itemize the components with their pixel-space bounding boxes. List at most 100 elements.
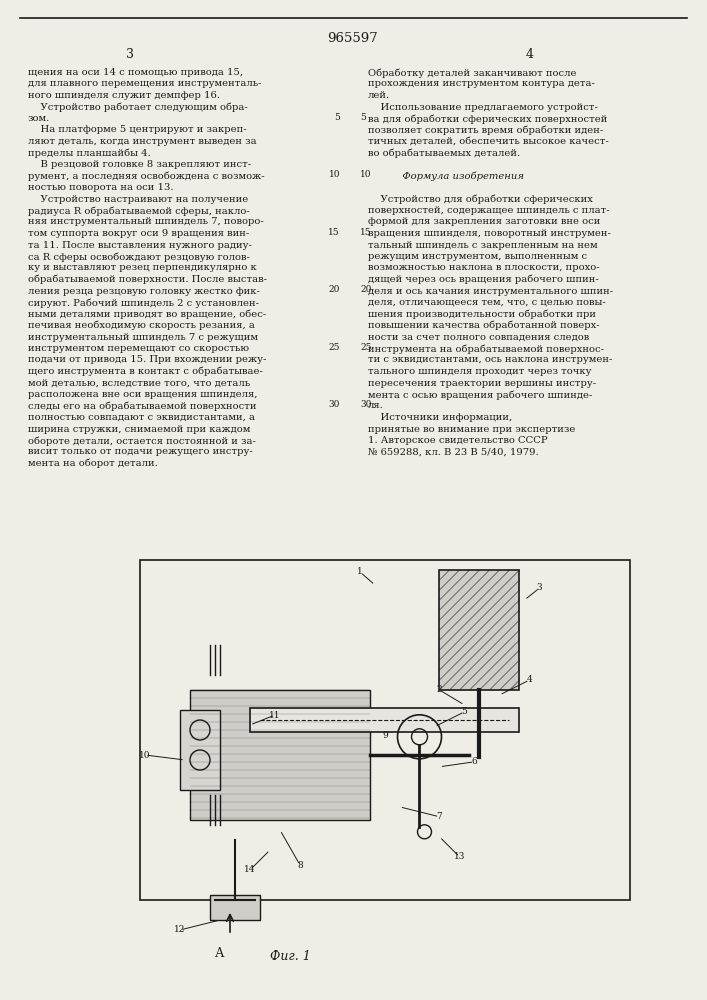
Text: следы его на обрабатываемой поверхности: следы его на обрабатываемой поверхности [28, 401, 257, 411]
Bar [250, 708, 520, 732]
Text: Устройство работает следующим обра-: Устройство работает следующим обра- [28, 103, 247, 112]
Text: ляют деталь, когда инструмент выведен за: ляют деталь, когда инструмент выведен за [28, 137, 257, 146]
Text: 20: 20 [360, 285, 371, 294]
Text: мента с осью вращения рабочего шпинде-: мента с осью вращения рабочего шпинде- [368, 390, 592, 399]
Text: деля и ось качания инструментального шпин-: деля и ось качания инструментального шпи… [368, 286, 613, 296]
Text: Источники информации,: Источники информации, [368, 413, 513, 422]
Text: инструментом перемещают со скоростью: инструментом перемещают со скоростью [28, 344, 249, 353]
Text: щего инструмента в контакт с обрабатывае-: щего инструмента в контакт с обрабатывае… [28, 367, 263, 376]
Text: 5: 5 [462, 707, 467, 716]
Bar [440, 570, 520, 690]
Text: 4: 4 [527, 676, 532, 684]
Text: ления резца резцовую головку жестко фик-: ления резца резцовую головку жестко фик- [28, 286, 260, 296]
Text: подачи от привода 15. При вхождении режу-: подачи от привода 15. При вхождении режу… [28, 356, 267, 364]
Text: 10: 10 [139, 750, 151, 760]
Text: Устройство настраивают на получение: Устройство настраивают на получение [28, 194, 248, 204]
Text: мента на оборот детали.: мента на оборот детали. [28, 459, 158, 468]
Text: В резцовой головке 8 закрепляют инст-: В резцовой головке 8 закрепляют инст- [28, 160, 251, 169]
Text: тальный шпиндель с закрепленным на нем: тальный шпиндель с закрепленным на нем [368, 240, 597, 249]
Text: ля.: ля. [368, 401, 384, 410]
Text: са R сферы освобождают резцовую голов-: са R сферы освобождают резцовую голов- [28, 252, 250, 261]
Text: висит только от подачи режущего инстру-: висит только от подачи режущего инстру- [28, 448, 252, 456]
Text: 1. Авторское свидетельство СССР: 1. Авторское свидетельство СССР [368, 436, 548, 445]
Text: Использование предлагаемого устройст-: Использование предлагаемого устройст- [368, 103, 598, 111]
Text: принятые во внимание при экспертизе: принятые во внимание при экспертизе [368, 424, 575, 434]
Text: 9: 9 [382, 730, 388, 740]
Text: для плавного перемещения инструменталь-: для плавного перемещения инструменталь- [28, 80, 262, 89]
Text: инструментальный шпиндель 7 с режущим: инструментальный шпиндель 7 с режущим [28, 332, 258, 342]
Text: 13: 13 [454, 852, 465, 861]
Text: ку и выставляют резец перпендикулярно к: ку и выставляют резец перпендикулярно к [28, 263, 257, 272]
Text: А: А [215, 947, 225, 960]
Text: 5: 5 [360, 113, 366, 122]
Text: зом.: зом. [28, 114, 50, 123]
Text: возможностью наклона в плоскости, прохо-: возможностью наклона в плоскости, прохо- [368, 263, 600, 272]
Text: 11: 11 [269, 710, 281, 720]
Text: ными деталями приводят во вращение, обес-: ными деталями приводят во вращение, обес… [28, 310, 267, 319]
Text: ти с эквидистантами, ось наклона инструмен-: ти с эквидистантами, ось наклона инструм… [368, 356, 612, 364]
Text: 12: 12 [175, 926, 186, 934]
Text: щения на оси 14 с помощью привода 15,: щения на оси 14 с помощью привода 15, [28, 68, 243, 77]
Text: сируют. Рабочий шпиндель 2 с установлен-: сируют. Рабочий шпиндель 2 с установлен- [28, 298, 259, 308]
Text: расположена вне оси вращения шпинделя,: расположена вне оси вращения шпинделя, [28, 390, 257, 399]
Text: 3: 3 [126, 48, 134, 62]
Text: 25: 25 [329, 343, 340, 352]
Text: во обрабатываемых деталей.: во обрабатываемых деталей. [368, 148, 520, 158]
Text: 30: 30 [329, 400, 340, 409]
Text: 6: 6 [472, 757, 477, 766]
Text: прохождения инструментом контура дета-: прохождения инструментом контура дета- [368, 80, 595, 89]
Text: тичных деталей, обеспечить высокое качест-: тичных деталей, обеспечить высокое качес… [368, 137, 609, 146]
Text: дящей через ось вращения рабочего шпин-: дящей через ось вращения рабочего шпин- [368, 275, 599, 284]
Text: ности за счет полного совпадения следов: ности за счет полного совпадения следов [368, 332, 589, 342]
Text: 4: 4 [526, 48, 534, 62]
Text: позволяет сократить время обработки иден-: позволяет сократить время обработки иден… [368, 125, 603, 135]
Bar [210, 895, 260, 920]
Text: печивая необходимую скорость резания, а: печивая необходимую скорость резания, а [28, 321, 255, 330]
Text: мой деталью, вследствие того, что деталь: мой деталью, вследствие того, что деталь [28, 378, 250, 387]
Text: обороте детали, остается постоянной и за-: обороте детали, остается постоянной и за… [28, 436, 256, 446]
Text: полностью совпадают с эквидистантами, а: полностью совпадают с эквидистантами, а [28, 413, 255, 422]
Text: 1: 1 [357, 568, 363, 576]
Text: 25: 25 [360, 343, 371, 352]
Text: Формула изобретения: Формула изобретения [368, 172, 524, 181]
Text: поверхностей, содержащее шпиндель с плат-: поверхностей, содержащее шпиндель с плат… [368, 206, 609, 215]
Text: 15: 15 [328, 228, 340, 237]
Text: ного шпинделя служит демпфер 16.: ного шпинделя служит демпфер 16. [28, 91, 220, 100]
Text: та 11. После выставления нужного радиу-: та 11. После выставления нужного радиу- [28, 240, 252, 249]
Text: 14: 14 [244, 865, 256, 874]
Text: № 659288, кл. В 23 В 5/40, 1979.: № 659288, кл. В 23 В 5/40, 1979. [368, 448, 539, 456]
Text: обрабатываемой поверхности. После выстав-: обрабатываемой поверхности. После выстав… [28, 275, 267, 284]
Text: ностью поворота на оси 13.: ностью поворота на оси 13. [28, 183, 173, 192]
Text: повышении качества обработанной поверх-: повышении качества обработанной поверх- [368, 321, 600, 330]
Text: 10: 10 [360, 170, 371, 179]
Text: режущим инструментом, выполненным с: режущим инструментом, выполненным с [368, 252, 587, 261]
Text: лей.: лей. [368, 91, 390, 100]
Text: деля, отличающееся тем, что, с целью повы-: деля, отличающееся тем, что, с целью пов… [368, 298, 606, 307]
Bar [140, 560, 630, 900]
Text: 3: 3 [537, 584, 542, 592]
Text: 8: 8 [297, 860, 303, 869]
Text: Обработку деталей заканчивают после: Обработку деталей заканчивают после [368, 68, 576, 78]
Text: вращения шпинделя, поворотный инструмен-: вращения шпинделя, поворотный инструмен- [368, 229, 611, 238]
Text: 30: 30 [360, 400, 371, 409]
Text: радиуса R обрабатываемой сферы, накло-: радиуса R обрабатываемой сферы, накло- [28, 206, 250, 216]
Text: няя инструментальный шпиндель 7, поворо-: няя инструментальный шпиндель 7, поворо- [28, 218, 264, 227]
Text: пересечения траектории вершины инстру-: пересечения траектории вершины инстру- [368, 378, 596, 387]
Text: Устройство для обработки сферических: Устройство для обработки сферических [368, 194, 593, 204]
Text: 965597: 965597 [327, 31, 378, 44]
Text: румент, а последняя освобождена с возмож-: румент, а последняя освобождена с возмож… [28, 172, 264, 181]
Text: пределы планшайбы 4.: пределы планшайбы 4. [28, 148, 151, 158]
Text: 15: 15 [360, 228, 372, 237]
Text: 20: 20 [329, 285, 340, 294]
Text: инструмента на обрабатываемой поверхнос-: инструмента на обрабатываемой поверхнос- [368, 344, 604, 354]
Bar [180, 710, 220, 790]
Text: ширина стружки, снимаемой при каждом: ширина стружки, снимаемой при каждом [28, 424, 250, 434]
Text: 10: 10 [329, 170, 340, 179]
Text: ва для обработки сферических поверхностей: ва для обработки сферических поверхносте… [368, 114, 607, 123]
Text: 5: 5 [334, 113, 340, 122]
Text: Фиг. 1: Фиг. 1 [269, 950, 310, 963]
Text: формой для закрепления заготовки вне оси: формой для закрепления заготовки вне оси [368, 218, 600, 227]
Text: 7: 7 [437, 812, 443, 821]
Text: том суппорта вокруг оси 9 вращения вин-: том суппорта вокруг оси 9 вращения вин- [28, 229, 250, 238]
Bar [190, 690, 370, 820]
